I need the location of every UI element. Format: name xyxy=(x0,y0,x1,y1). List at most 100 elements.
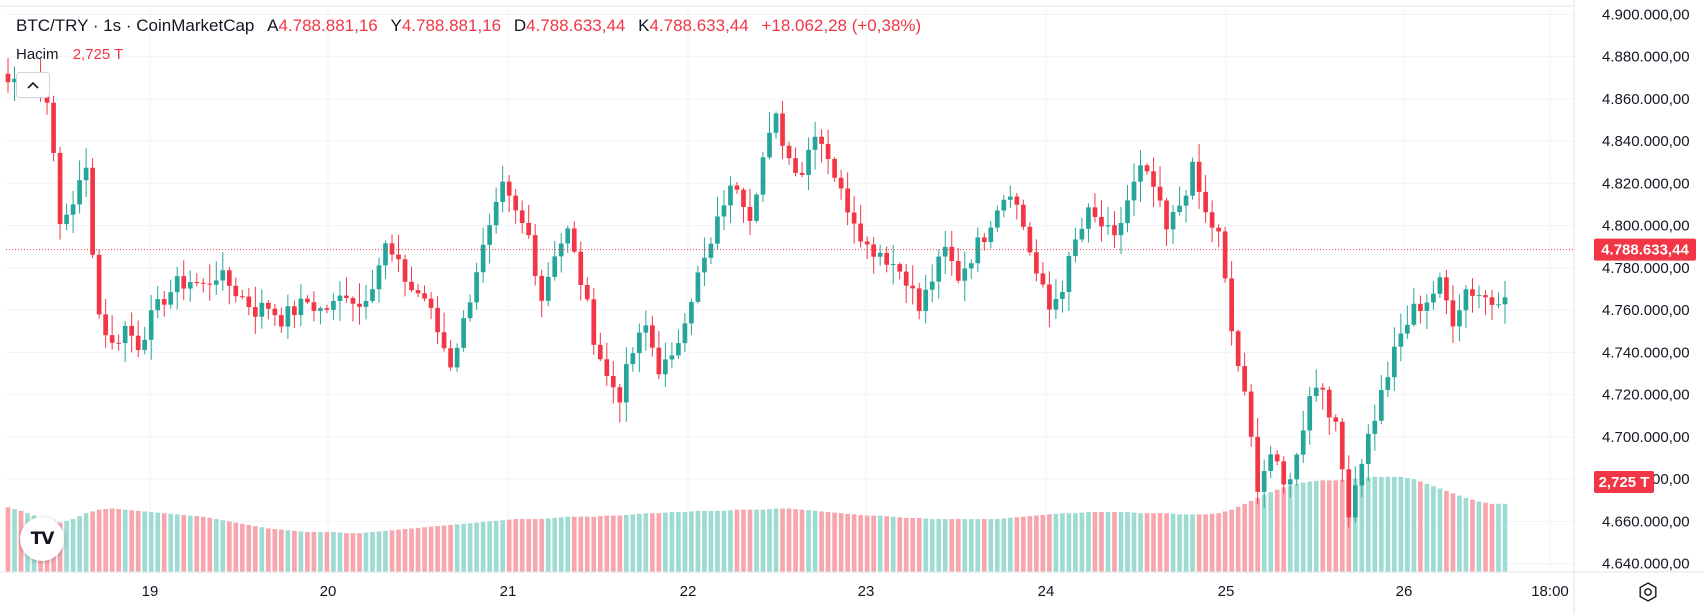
symbol-title[interactable]: BTC/TRY · 1s · CoinMarketCap xyxy=(16,16,255,35)
candle-body[interactable] xyxy=(1092,207,1098,217)
candle-body[interactable] xyxy=(747,206,753,221)
candle-body[interactable] xyxy=(135,335,141,351)
candle-body[interactable] xyxy=(187,282,193,289)
candle-body[interactable] xyxy=(57,152,63,224)
candle-body[interactable] xyxy=(1047,284,1052,310)
candle-body[interactable] xyxy=(819,136,824,144)
candle-body[interactable] xyxy=(669,355,675,360)
candle-body[interactable] xyxy=(233,285,239,297)
candle-body[interactable] xyxy=(643,325,649,333)
candle-body[interactable] xyxy=(1216,227,1221,232)
candle-body[interactable] xyxy=(1476,295,1482,297)
candle-body[interactable] xyxy=(890,264,896,266)
candle-body[interactable] xyxy=(741,189,746,207)
candle-body[interactable] xyxy=(1444,277,1449,301)
candle-body[interactable] xyxy=(532,235,538,276)
candle-body[interactable] xyxy=(148,310,154,340)
candle-body[interactable] xyxy=(897,264,903,272)
candle-body[interactable] xyxy=(949,246,955,262)
gear-icon[interactable] xyxy=(1636,580,1660,604)
candle-body[interactable] xyxy=(1365,433,1371,464)
candle-body[interactable] xyxy=(799,172,805,175)
candle-body[interactable] xyxy=(702,257,707,273)
candle-body[interactable] xyxy=(1450,300,1456,327)
candle-body[interactable] xyxy=(1027,226,1033,253)
candle-body[interactable] xyxy=(1300,430,1306,455)
candle-body[interactable] xyxy=(715,216,720,244)
candle-body[interactable] xyxy=(786,145,792,159)
candle-body[interactable] xyxy=(851,212,857,224)
candle-body[interactable] xyxy=(318,308,323,311)
candle-body[interactable] xyxy=(682,323,688,344)
candle-body[interactable] xyxy=(539,275,545,301)
candle-body[interactable] xyxy=(298,298,304,316)
candle-body[interactable] xyxy=(1144,165,1150,172)
candle-body[interactable] xyxy=(1060,291,1065,299)
candle-body[interactable] xyxy=(650,325,655,348)
candle-body[interactable] xyxy=(174,276,180,293)
candle-body[interactable] xyxy=(376,265,382,290)
candle-body[interactable] xyxy=(1151,171,1156,187)
candle-body[interactable] xyxy=(1463,289,1469,311)
candle-body[interactable] xyxy=(617,387,623,403)
candle-body[interactable] xyxy=(500,181,506,202)
candle-body[interactable] xyxy=(845,188,850,213)
candle-body[interactable] xyxy=(506,181,512,196)
candle-body[interactable] xyxy=(1326,389,1332,418)
candle-body[interactable] xyxy=(461,318,466,348)
candle-body[interactable] xyxy=(142,339,148,351)
candle-body[interactable] xyxy=(155,299,161,311)
candle-body[interactable] xyxy=(597,344,603,360)
candle-body[interactable] xyxy=(584,284,590,300)
candle-body[interactable] xyxy=(344,295,349,299)
candle-body[interactable] xyxy=(480,244,486,273)
candle-body[interactable] xyxy=(1125,200,1130,224)
candle-body[interactable] xyxy=(1183,195,1189,206)
candle-body[interactable] xyxy=(1157,186,1163,201)
candle-body[interactable] xyxy=(83,167,89,181)
candle-body[interactable] xyxy=(1118,223,1124,236)
candle-body[interactable] xyxy=(1170,211,1176,230)
candle-body[interactable] xyxy=(285,306,291,327)
candle-body[interactable] xyxy=(422,293,427,299)
candle-body[interactable] xyxy=(552,256,558,277)
candle-body[interactable] xyxy=(1496,304,1501,306)
candle-body[interactable] xyxy=(1346,469,1352,518)
candle-body[interactable] xyxy=(910,285,916,289)
candle-body[interactable] xyxy=(357,303,362,307)
candle-body[interactable] xyxy=(246,296,252,308)
candlesticks[interactable] xyxy=(5,57,1508,528)
candle-body[interactable] xyxy=(305,298,310,303)
candle-body[interactable] xyxy=(1431,293,1436,303)
candle-body[interactable] xyxy=(936,256,942,282)
candle-body[interactable] xyxy=(370,289,375,302)
candle-body[interactable] xyxy=(1248,391,1254,437)
candle-body[interactable] xyxy=(122,325,128,344)
candle-body[interactable] xyxy=(1287,479,1293,485)
candle-body[interactable] xyxy=(213,280,219,285)
candle-body[interactable] xyxy=(773,113,779,133)
candle-body[interactable] xyxy=(689,301,694,324)
candle-body[interactable] xyxy=(942,246,948,257)
tradingview-logo-icon[interactable]: TV xyxy=(20,517,64,561)
candle-body[interactable] xyxy=(1138,165,1143,182)
candle-body[interactable] xyxy=(513,195,519,211)
candle-body[interactable] xyxy=(1281,461,1287,485)
candle-body[interactable] xyxy=(409,281,414,291)
candle-body[interactable] xyxy=(1053,298,1059,310)
candle-body[interactable] xyxy=(519,210,525,223)
candle-body[interactable] xyxy=(734,185,740,190)
candle-body[interactable] xyxy=(1359,463,1365,486)
candle-body[interactable] xyxy=(825,143,831,159)
candle-body[interactable] xyxy=(1177,205,1182,212)
candle-body[interactable] xyxy=(129,325,135,336)
candle-body[interactable] xyxy=(324,308,330,310)
candle-body[interactable] xyxy=(864,241,870,245)
candle-body[interactable] xyxy=(1502,297,1508,305)
candle-body[interactable] xyxy=(1112,225,1117,236)
candle-body[interactable] xyxy=(1437,277,1443,294)
candle-body[interactable] xyxy=(331,300,336,310)
candle-body[interactable] xyxy=(1079,228,1085,240)
candle-body[interactable] xyxy=(1255,436,1261,492)
